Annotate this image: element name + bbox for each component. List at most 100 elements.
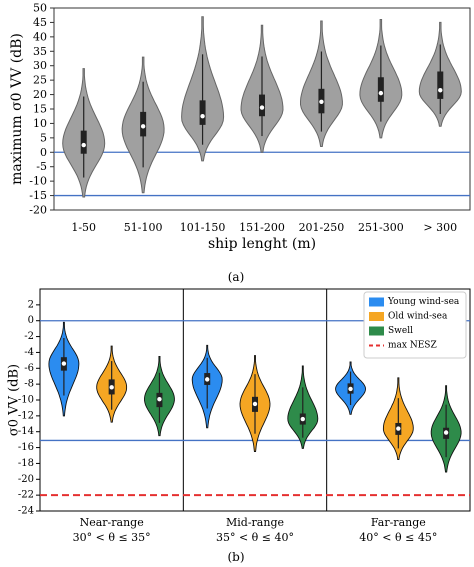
violin-4 — [240, 24, 284, 153]
legend-box — [363, 291, 467, 359]
y-tick-label: 10 — [33, 117, 47, 130]
violin-swell-3 — [430, 385, 462, 473]
y-tick-label: -5 — [36, 160, 47, 173]
y-tick-label: -24 — [18, 506, 34, 517]
median-dot — [140, 124, 146, 129]
group-name: Mid-range — [226, 516, 284, 529]
y-tick-label: -6 — [24, 363, 34, 374]
violin-2 — [121, 56, 165, 194]
y-tick-label: -20 — [29, 204, 47, 217]
y-tick-label: -15 — [29, 189, 47, 202]
median-dot — [205, 377, 210, 382]
y-tick-label: 20 — [33, 88, 47, 101]
legend-label: Young wind-sea — [387, 297, 460, 307]
y-tick-label: -12 — [18, 410, 34, 421]
y-tick-label: -8 — [24, 379, 34, 390]
legend-label: Old wind-sea — [388, 312, 448, 322]
y-tick-label: 0 — [40, 146, 47, 159]
panel-b-group-labels: Near-range 30° < θ ≤ 35° Mid-range 35° < θ … — [73, 516, 438, 544]
panel-a-reference-lines — [54, 151, 470, 197]
panel-b-y-axis-label: σ0 VV (dB) — [7, 364, 22, 436]
violin-old-wind-sea-3 — [382, 377, 414, 460]
median-dot — [443, 430, 449, 435]
x-tick-label: 251-300 — [358, 221, 404, 234]
iqr-box — [199, 100, 206, 125]
violin-swell-1 — [144, 355, 175, 437]
legend-label: max NESZ — [388, 341, 437, 351]
y-tick-label: -14 — [18, 426, 34, 437]
legend-swatch — [369, 297, 384, 307]
y-tick-label: 0 — [28, 315, 34, 326]
panel-a-x-axis-label: ship lenght (m) — [208, 236, 316, 252]
y-tick-label: -2 — [24, 331, 34, 342]
median-dot — [81, 142, 86, 148]
y-tick-label: 30 — [33, 59, 47, 72]
median-dot — [396, 426, 401, 431]
x-tick-label: > 300 — [423, 221, 457, 234]
panel-a-violins — [62, 16, 462, 198]
x-tick-label: 201-250 — [299, 221, 345, 234]
median-dot — [200, 114, 205, 119]
violin-young-wind-sea-2 — [191, 344, 223, 429]
legend-swatch — [369, 326, 384, 336]
y-tick-label: 45 — [33, 16, 47, 29]
legend-swatch — [369, 312, 384, 321]
violin-3 — [181, 16, 225, 162]
y-tick-label: -22 — [18, 490, 34, 501]
y-tick-label: -4 — [24, 347, 34, 358]
y-tick-label: 50 — [33, 2, 47, 15]
y-tick-label: 25 — [33, 74, 47, 87]
panel-b-legend: Young wind-sea Old wind-sea Swell max NESZ — [363, 291, 467, 359]
violin-swell-2 — [287, 365, 319, 449]
x-tick-label: 51-100 — [124, 221, 163, 234]
x-tick-label: 151-200 — [239, 221, 285, 234]
x-tick-label: 101-150 — [180, 221, 226, 234]
y-tick-label: 2 — [28, 299, 34, 310]
panel-a-x-ticks: 1-50 51-100 101-150 151-200 201-250 251-300 > … — [71, 221, 457, 234]
violin-6 — [359, 19, 403, 139]
y-tick-label: -10 — [29, 175, 47, 188]
y-tick-label: -20 — [18, 474, 34, 485]
group-range: 40° < θ ≤ 45° — [359, 531, 437, 544]
violin-young-wind-sea-1 — [48, 321, 80, 417]
group-name: Far-range — [371, 516, 426, 529]
iqr-box — [377, 77, 384, 102]
panel-b: -24-22-20-18-16-14-12-10-8-6-4-202 Near-… — [7, 288, 471, 564]
violin-old-wind-sea-2 — [239, 355, 271, 452]
legend-label: Swell — [388, 326, 413, 336]
violin-1 — [62, 68, 106, 198]
panel-b-y-ticks: -24-22-20-18-16-14-12-10-8-6-4-202 — [18, 299, 40, 517]
panel-a-y-axis-label: maximum σ0 VV (dB) — [9, 33, 25, 185]
y-tick-label: 35 — [33, 45, 47, 58]
y-tick-label: -18 — [18, 458, 34, 469]
median-dot — [61, 361, 67, 366]
violin-5 — [300, 20, 343, 147]
median-dot — [319, 99, 324, 104]
y-tick-label: -16 — [18, 442, 34, 453]
median-dot — [259, 105, 265, 110]
group-range: 35° < θ ≤ 40° — [216, 531, 294, 544]
y-tick-label: 15 — [33, 103, 47, 116]
median-dot — [109, 385, 114, 390]
median-dot — [157, 397, 162, 402]
group-range: 30° < θ ≤ 35° — [73, 531, 151, 544]
panel-b-label: (b) — [227, 550, 244, 564]
iqr-box — [437, 71, 444, 99]
violin-7 — [418, 21, 462, 127]
y-tick-label: -10 — [18, 395, 34, 406]
y-tick-label: 5 — [40, 131, 47, 144]
y-tick-label: 40 — [33, 30, 47, 43]
median-dot — [300, 416, 305, 422]
x-tick-label: 1-50 — [71, 221, 96, 234]
group-name: Near-range — [80, 516, 144, 529]
violin-young-wind-sea-3 — [335, 361, 366, 415]
panel-a-label: (a) — [228, 270, 245, 284]
median-dot — [438, 88, 443, 93]
panel-b-violins — [48, 321, 462, 473]
panel-b-group-separators — [182, 289, 328, 511]
median-dot — [348, 386, 353, 392]
median-dot — [252, 401, 258, 407]
